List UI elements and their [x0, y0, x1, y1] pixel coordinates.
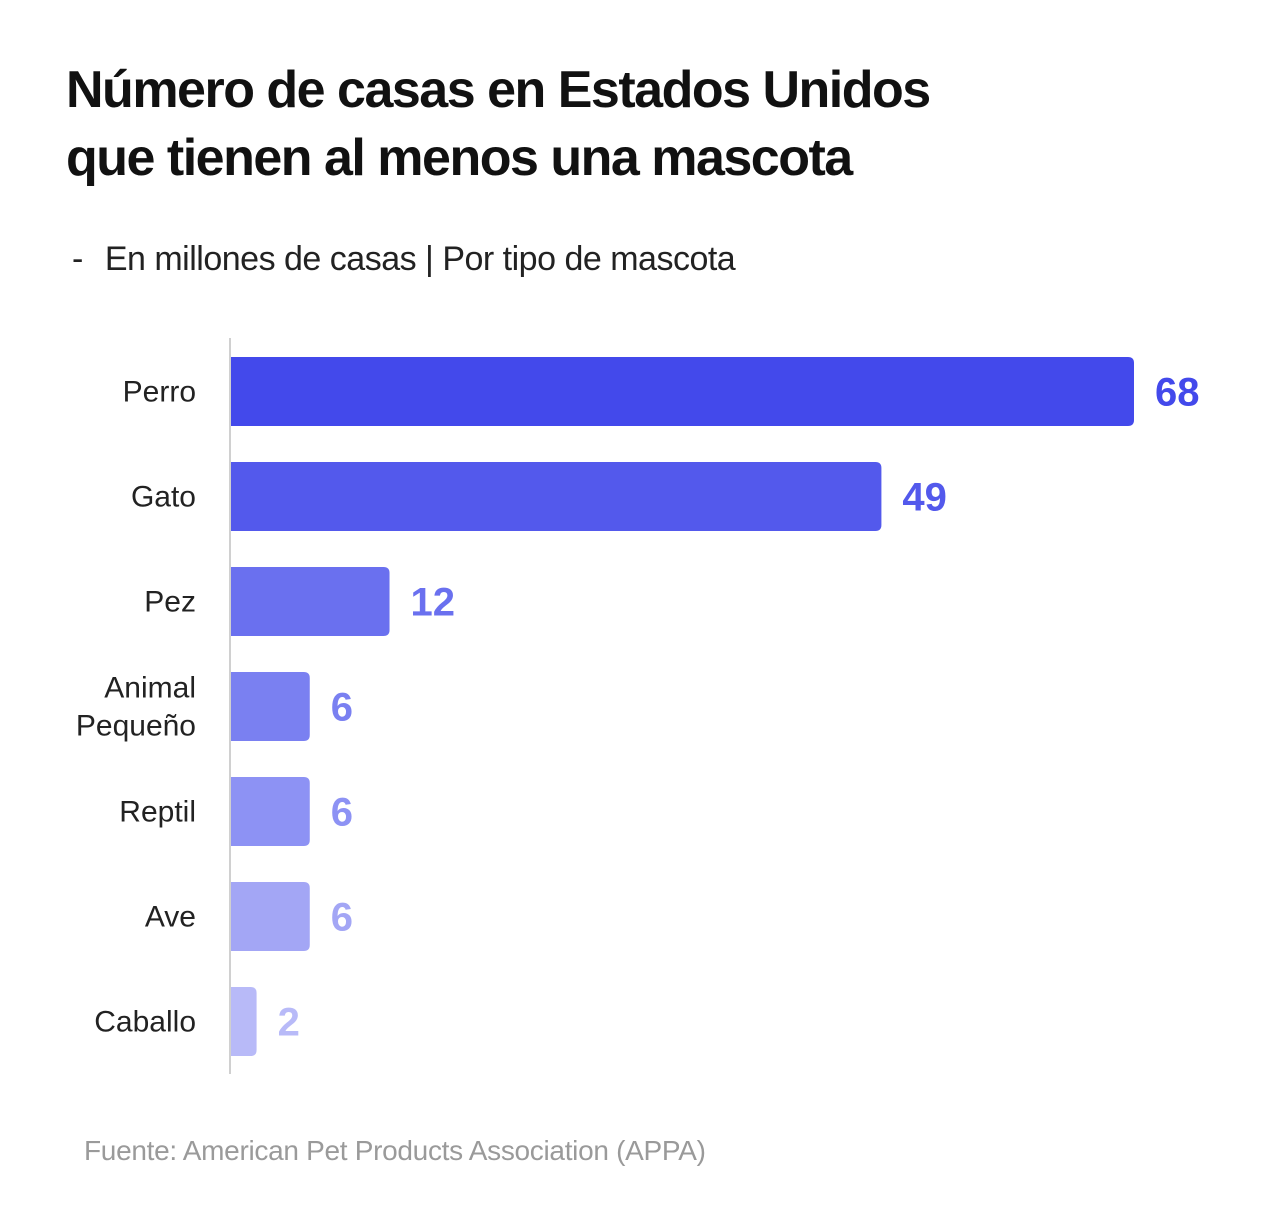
category-label: Ave	[145, 901, 196, 934]
category-label: Pez	[144, 586, 196, 619]
category-label: Reptil	[119, 796, 196, 829]
bar-animal-pequeño	[231, 672, 310, 741]
bar-gato	[231, 462, 882, 531]
chart-title-line-1: Número de casas en Estados Unidos	[66, 61, 931, 119]
chart-subtitle: - En millones de casas | Por tipo de masc…	[72, 240, 736, 279]
subtitle-text: En millones de casas | Por tipo de masco…	[104, 240, 736, 278]
data-label: 12	[411, 581, 456, 625]
data-label: 6	[331, 686, 353, 730]
bar-pez	[231, 567, 390, 636]
data-label: 6	[331, 791, 353, 835]
category-label: Animal Pequeño	[76, 672, 196, 743]
category-label: Gato	[131, 481, 196, 514]
data-label: 68	[1155, 371, 1200, 415]
bar-reptil	[231, 777, 310, 846]
chart-title-line-2: que tienen al menos una mascota	[66, 129, 853, 187]
bar-ave	[231, 882, 310, 951]
category-label: Perro	[123, 376, 196, 409]
bar-perro	[231, 357, 1134, 426]
source-note: Fuente: American Pet Products Associatio…	[84, 1135, 706, 1166]
data-label: 49	[902, 476, 947, 520]
subtitle-dash: -	[72, 240, 83, 278]
bar-caballo	[231, 987, 257, 1056]
data-label: 6	[331, 896, 353, 940]
data-label: 2	[278, 1001, 300, 1045]
category-label: Caballo	[94, 1006, 196, 1039]
chart-title: Número de casas en Estados Unidos que ti…	[66, 56, 931, 192]
